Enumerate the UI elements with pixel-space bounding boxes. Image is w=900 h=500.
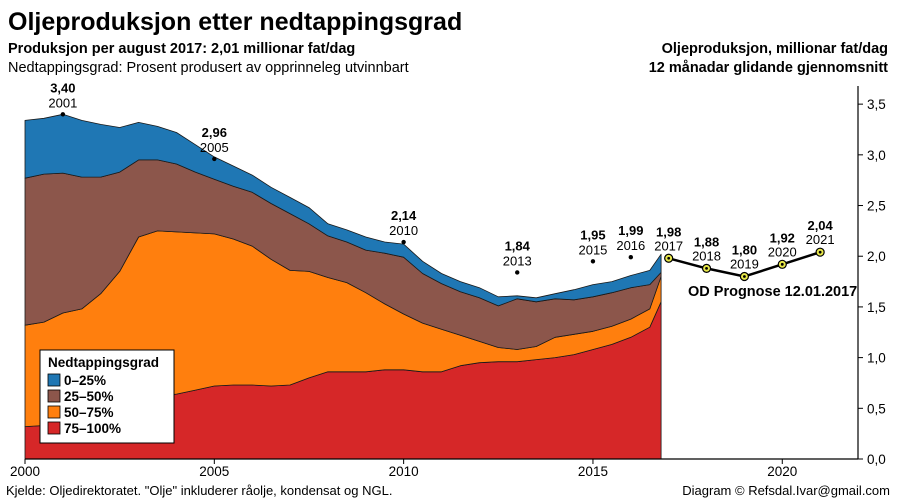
- y-tick-label: 1,5: [867, 300, 886, 315]
- axes-layer: 2000 2005 2010 2015 2020 0,0 0,5 1,0 1,5 2,0 2,5 3,…: [10, 86, 886, 479]
- forecast-value: 1,88: [694, 234, 719, 249]
- annotation-year: 2005: [200, 140, 229, 155]
- y-tick-label: 2,5: [867, 199, 886, 214]
- axis-title-line1: Oljeproduksjon, millionar fat/dag: [662, 41, 888, 57]
- credit-note: Diagram © Refsdal.Ivar@gmail.com: [682, 483, 890, 498]
- annotation-value: 3,40: [50, 80, 75, 95]
- x-tick-label: 2020: [767, 464, 797, 479]
- annotation-point: [60, 112, 66, 117]
- legend-label: 25–50%: [64, 389, 114, 404]
- legend-swatch: [47, 389, 61, 403]
- forecast-value: 1,98: [656, 224, 681, 239]
- legend-items: 0–25%25–50%50–75%75–100%: [47, 373, 121, 436]
- annotation-point: [401, 239, 406, 245]
- forecast-year: 2019: [730, 257, 759, 272]
- annotation-point: [590, 259, 596, 264]
- legend-box: [39, 349, 175, 444]
- annotation-point: [515, 270, 520, 275]
- legend-swatch: [47, 421, 61, 435]
- annotation-year: 2015: [578, 242, 607, 257]
- y-tick-label: 1,0: [867, 351, 886, 366]
- annotation-point: [628, 255, 634, 260]
- legend: Nedtappingsgrad 0–25%25–50%50–75%75–100%: [39, 349, 175, 444]
- y-tick-label: 0,0: [867, 452, 886, 467]
- forecast-label: OD Prognose 12.01.2017: [688, 284, 857, 300]
- y-tick-label: 3,0: [867, 148, 886, 163]
- annotation-value: 1,84: [505, 238, 531, 253]
- forecast-marker-center: [780, 262, 784, 266]
- forecast-marker-center: [705, 266, 708, 270]
- legend-title: Nedtappingsgrad: [48, 355, 159, 370]
- annotation-point: [212, 156, 217, 162]
- forecast-marker-center: [667, 256, 671, 260]
- x-tick-label: 2005: [199, 464, 229, 479]
- legend-label: 50–75%: [64, 405, 114, 420]
- annotation-year: 2001: [48, 95, 77, 110]
- annotation-value: 2,96: [202, 125, 227, 140]
- chart-subtitle: Nedtappingsgrad: Prosent produsert av op…: [8, 60, 409, 76]
- annotation-value: 1,95: [580, 227, 605, 242]
- legend-label: 0–25%: [64, 373, 106, 388]
- y-tick-label: 0,5: [867, 401, 886, 416]
- forecast-year: 2018: [692, 248, 721, 263]
- forecast-marker-center: [743, 275, 746, 278]
- annotation-year: 2016: [616, 238, 645, 253]
- forecast-marker-center: [818, 250, 822, 254]
- forecast-year: 2021: [806, 232, 835, 247]
- area-layer: [24, 113, 662, 460]
- chart-subtitle-bold: Produksjon per august 2017: 2,01 million…: [8, 41, 355, 57]
- chart-title: Oljeproduksjon etter nedtappingsgrad: [8, 8, 462, 36]
- forecast-value: 2,04: [807, 218, 833, 233]
- forecast-value: 1,80: [732, 243, 757, 258]
- forecast-year: 2017: [654, 238, 683, 253]
- x-tick-label: 2015: [578, 464, 608, 479]
- source-note: Kjelde: Oljedirektoratet. "Olje" inklude…: [6, 483, 392, 498]
- annotation-value: 2,14: [391, 208, 417, 223]
- legend-label: 75–100%: [64, 421, 121, 436]
- legend-swatch: [47, 373, 61, 387]
- forecast-value: 1,92: [770, 230, 795, 245]
- annotation-year: 2010: [389, 223, 418, 238]
- area-series-3: [24, 113, 662, 307]
- annotation-value: 1,99: [618, 223, 643, 238]
- annotation-year: 2013: [503, 253, 532, 268]
- y-tick-label: 2,0: [867, 249, 886, 264]
- axis-title-line2: 12 månadar glidande gjennomsnitt: [649, 60, 888, 76]
- x-tick-label: 2010: [389, 464, 419, 479]
- forecast-year: 2020: [768, 244, 797, 259]
- x-tick-label: 2000: [10, 464, 40, 479]
- y-tick-label: 3,5: [867, 97, 886, 112]
- legend-swatch: [47, 405, 61, 419]
